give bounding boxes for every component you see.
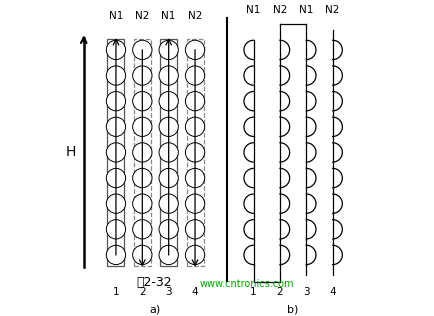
Text: N1: N1 [109,11,123,21]
Circle shape [106,143,125,162]
Text: N2: N2 [273,5,287,15]
Circle shape [106,194,125,213]
Circle shape [159,245,178,264]
Circle shape [159,143,178,162]
Circle shape [185,245,205,264]
Circle shape [185,66,205,85]
Text: 2: 2 [139,287,146,297]
Circle shape [185,40,205,60]
Text: 4: 4 [192,287,198,297]
Bar [160,39,177,266]
Circle shape [133,245,152,264]
Circle shape [185,117,205,137]
Circle shape [159,168,178,188]
Text: 1: 1 [113,287,119,297]
Text: www.cntronics.com: www.cntronics.com [200,279,294,289]
Circle shape [159,194,178,213]
Circle shape [133,92,152,111]
Circle shape [185,220,205,239]
Circle shape [133,220,152,239]
Circle shape [106,40,125,60]
Bar [187,39,204,266]
Text: 3: 3 [165,287,172,297]
Circle shape [106,92,125,111]
Circle shape [159,117,178,137]
Circle shape [159,40,178,60]
Circle shape [133,168,152,188]
Circle shape [133,194,152,213]
Text: 2: 2 [276,287,283,297]
Circle shape [185,143,205,162]
Text: b): b) [287,305,299,315]
Text: N1: N1 [247,5,261,15]
Circle shape [133,117,152,137]
Text: N1: N1 [161,11,176,21]
Circle shape [133,143,152,162]
Text: H: H [66,145,76,159]
Circle shape [106,117,125,137]
Text: N2: N2 [135,11,149,21]
Text: 1: 1 [250,287,257,297]
Circle shape [133,66,152,85]
Circle shape [106,168,125,188]
Text: N1: N1 [299,5,313,15]
Circle shape [106,66,125,85]
Circle shape [185,194,205,213]
Text: 图2-32: 图2-32 [136,276,172,289]
Circle shape [133,40,152,60]
Text: N2: N2 [326,5,340,15]
Circle shape [159,220,178,239]
Circle shape [185,92,205,111]
Circle shape [106,220,125,239]
Circle shape [159,92,178,111]
Text: a): a) [150,305,161,315]
Circle shape [106,245,125,264]
Text: N2: N2 [188,11,202,21]
Bar [108,39,125,266]
Circle shape [185,168,205,188]
Text: 3: 3 [303,287,309,297]
Circle shape [159,66,178,85]
Bar [134,39,151,266]
Text: 4: 4 [329,287,336,297]
